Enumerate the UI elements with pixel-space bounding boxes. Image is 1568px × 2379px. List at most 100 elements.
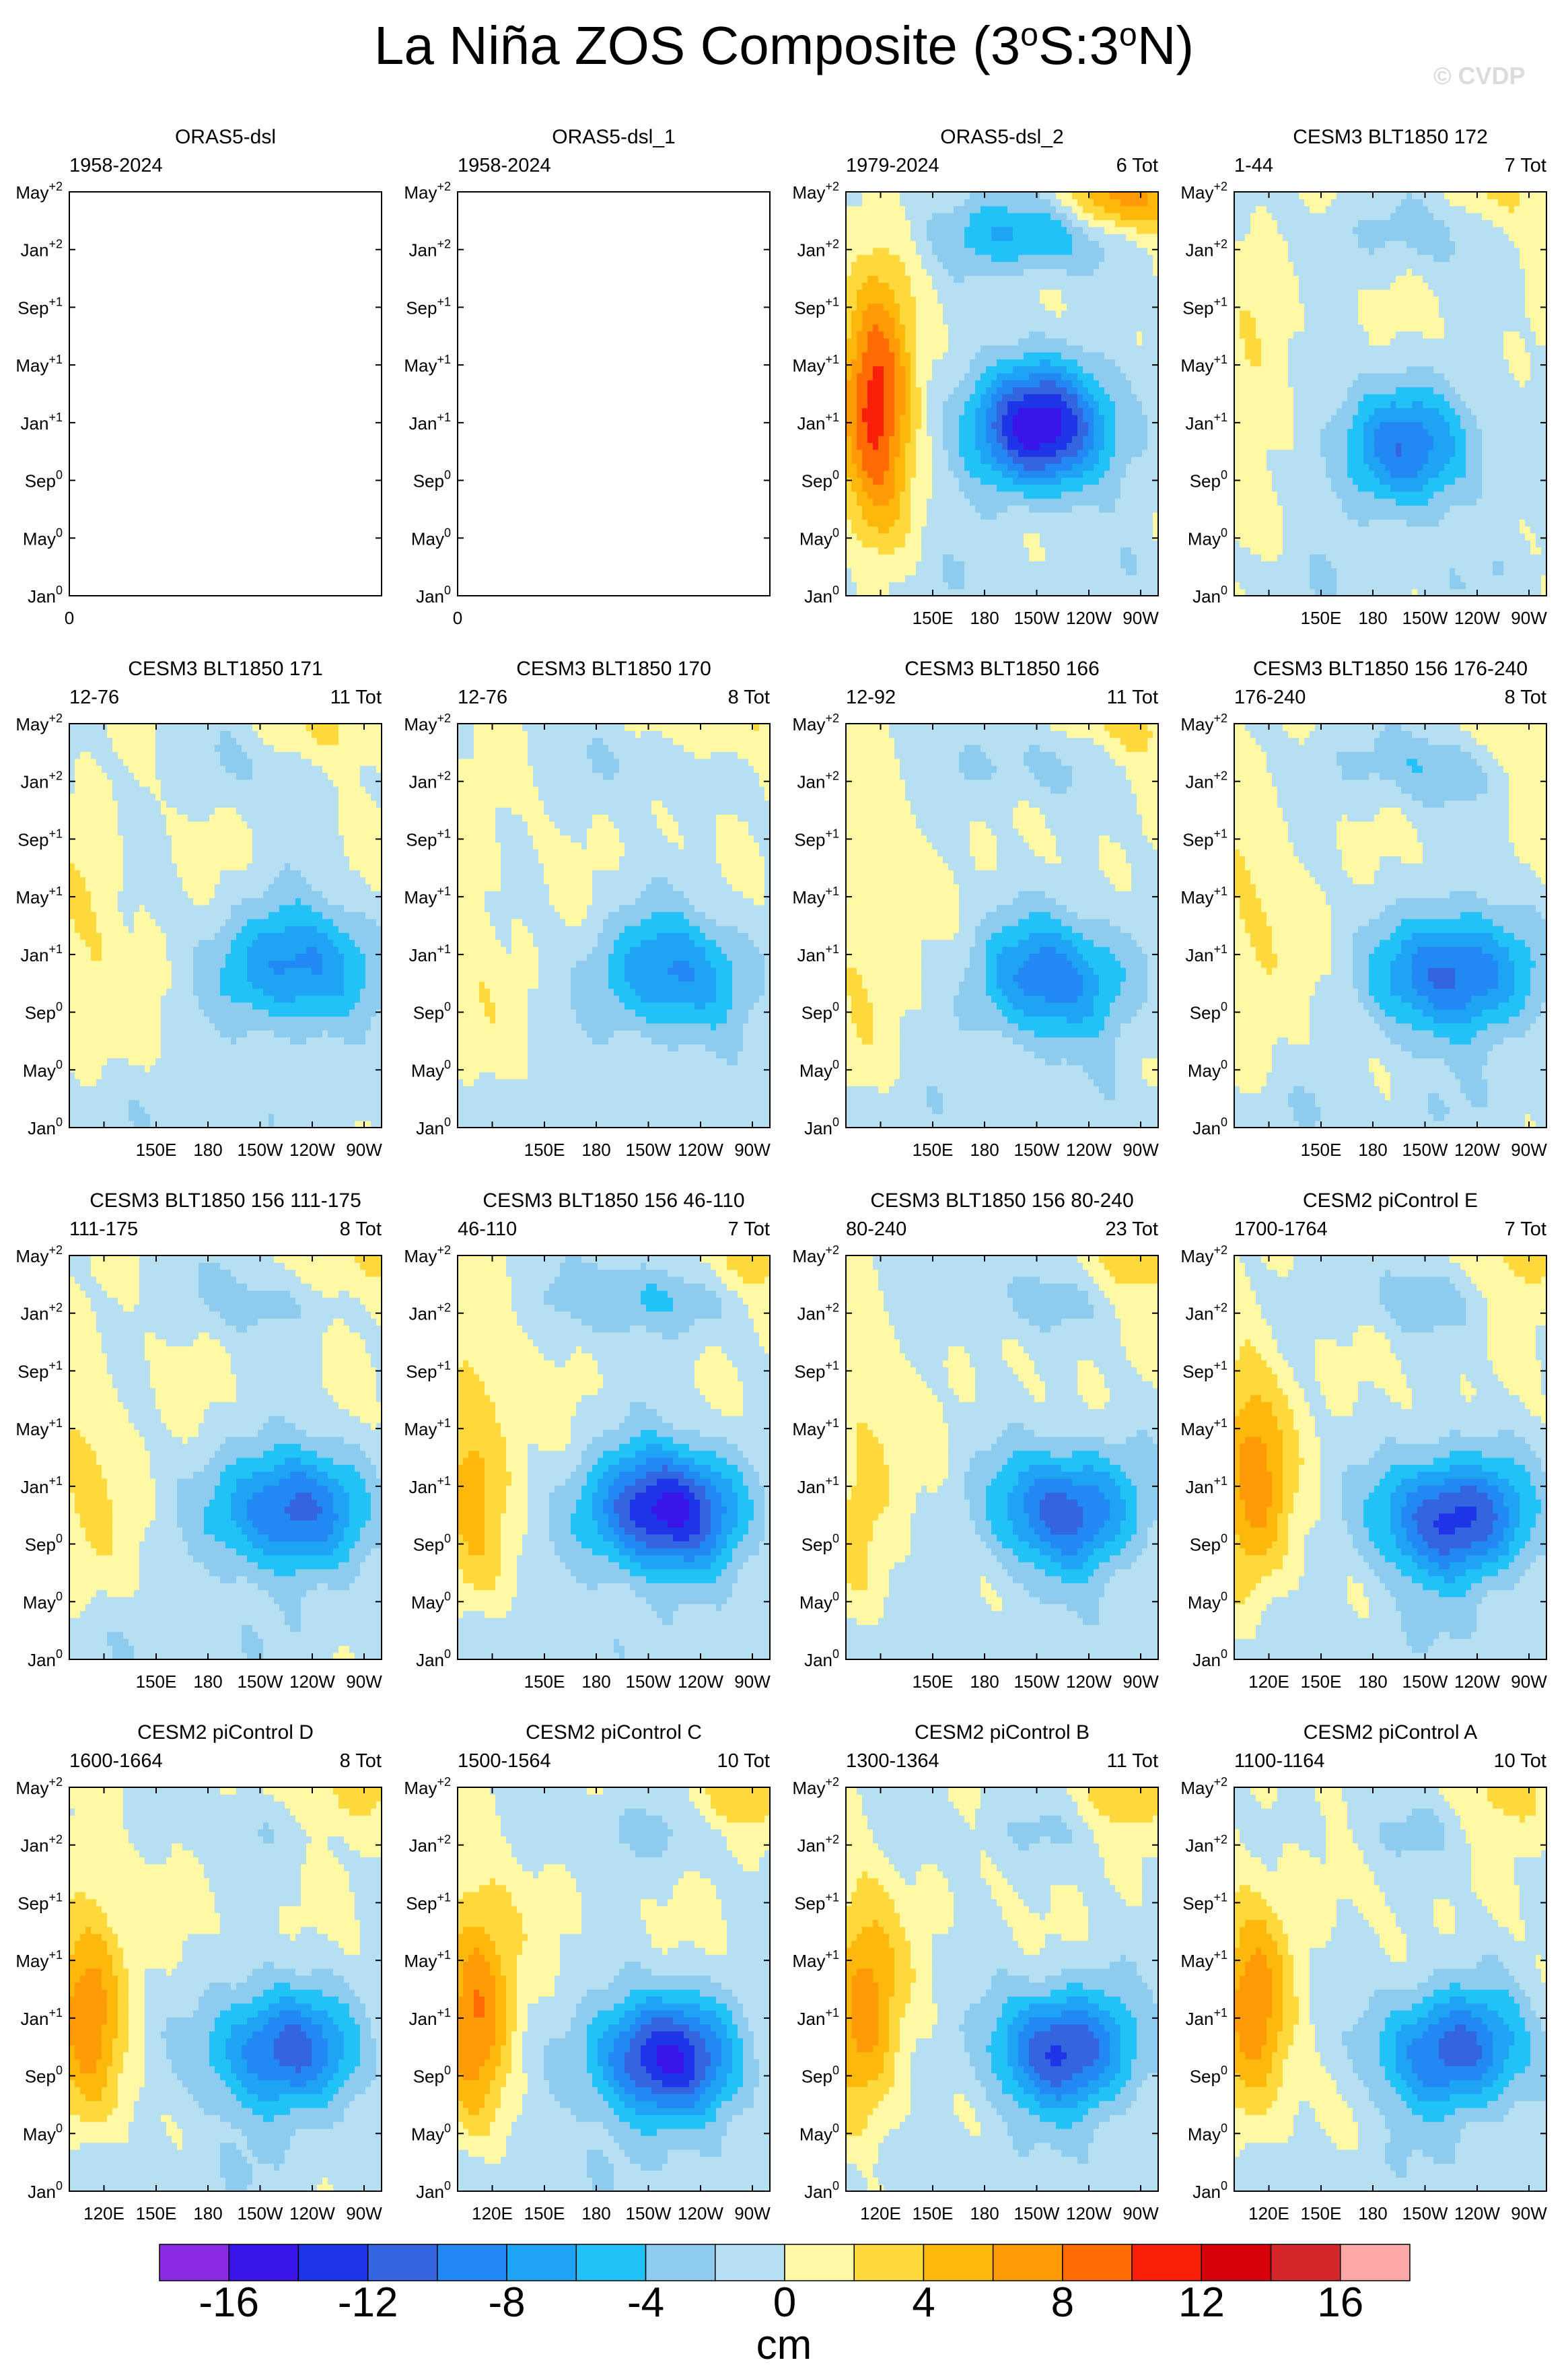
heatmap-cell [1050, 484, 1057, 491]
heatmap-cell [1056, 561, 1062, 568]
heatmap-cell [1077, 589, 1083, 596]
heatmap-cell [975, 582, 981, 589]
heatmap-cell [954, 512, 960, 520]
heatmap-cell [900, 471, 906, 478]
heatmap-cell [1094, 463, 1100, 471]
heatmap-cell [1115, 380, 1121, 387]
heatmap-cell [873, 589, 879, 596]
heatmap-cell [857, 387, 863, 394]
heatmap-cell [1034, 491, 1040, 499]
heatmap-cell [1120, 471, 1127, 478]
heatmap-cell [1072, 394, 1078, 401]
heatmap-cell [1029, 436, 1035, 443]
heatmap-cell [921, 533, 927, 541]
heatmap-cell [857, 415, 863, 422]
heatmap-cell [862, 506, 868, 513]
heatmap-cell [997, 456, 1003, 464]
heatmap-cell [1024, 589, 1030, 596]
heatmap-cell [862, 415, 868, 422]
heatmap-cell [1137, 519, 1143, 526]
heatmap-cell [975, 526, 981, 534]
heatmap-cell [986, 533, 992, 541]
heatmap-cell [851, 512, 857, 520]
heatmap-cell [1002, 519, 1008, 526]
heatmap-cell [921, 415, 927, 422]
heatmap-cell [867, 554, 874, 561]
heatmap-cell [1147, 401, 1153, 408]
heatmap-cell [1002, 540, 1008, 547]
heatmap-cell [894, 394, 900, 401]
heatmap-cell [1040, 547, 1046, 555]
heatmap-cell [884, 526, 890, 534]
heatmap-cell [1131, 519, 1137, 526]
heatmap-cell [991, 582, 997, 589]
heatmap-cell [1056, 450, 1062, 457]
heatmap-cell [991, 568, 997, 576]
heatmap-cell [884, 547, 890, 555]
heatmap-cell [1045, 589, 1051, 596]
panel-title: ORAS5-dsl_1 [552, 126, 675, 148]
heatmap-cell [905, 547, 911, 555]
heatmap-cell [981, 561, 987, 568]
heatmap-cell [1120, 575, 1127, 582]
heatmap-cell [1120, 589, 1127, 596]
heatmap-cell [1067, 463, 1073, 471]
heatmap-cell [1018, 568, 1024, 576]
heatmap-cell [1072, 512, 1078, 520]
heatmap-cell [894, 561, 900, 568]
heatmap-cell [900, 533, 906, 541]
heatmap-cell [857, 380, 863, 387]
heatmap-cell [1050, 533, 1057, 541]
heatmap-cell [1007, 582, 1013, 589]
heatmap-cell [948, 380, 954, 387]
heatmap-cell [911, 561, 917, 568]
heatmap-cell [1050, 491, 1057, 499]
heatmap-cell [916, 408, 922, 415]
y-tick-label: May0 [411, 526, 451, 549]
heatmap-cell [1002, 415, 1008, 422]
heatmap-cell [991, 540, 997, 547]
heatmap-cell [970, 568, 976, 576]
heatmap-cell [889, 498, 895, 506]
heatmap-cell [959, 561, 965, 568]
heatmap-cell [1067, 491, 1073, 499]
heatmap-cell [873, 463, 879, 471]
heatmap-cell [1077, 498, 1083, 506]
heatmap-cell [1029, 582, 1035, 589]
heatmap-cell [997, 380, 1003, 387]
heatmap-cell [997, 519, 1003, 526]
heatmap-cell [986, 380, 992, 387]
heatmap-cell [991, 547, 997, 555]
heatmap-cell [1029, 540, 1035, 547]
heatmap-cell [986, 394, 992, 401]
heatmap-cell [846, 589, 852, 596]
heatmap-cell [916, 512, 922, 520]
heatmap-cell [867, 421, 874, 429]
heatmap-cell [884, 589, 890, 596]
heatmap-cell [1050, 477, 1057, 485]
heatmap-cell [927, 491, 933, 499]
heatmap-cell [1029, 387, 1035, 394]
heatmap-cell [1045, 456, 1051, 464]
heatmap-cell [867, 387, 874, 394]
heatmap-cell [1040, 450, 1046, 457]
heatmap-cell [911, 512, 917, 520]
heatmap-cell [1099, 561, 1105, 568]
heatmap-cell [1147, 442, 1153, 450]
heatmap-cell [937, 415, 943, 422]
heatmap-cell [862, 429, 868, 436]
heatmap-cell [900, 484, 906, 491]
heatmap-cell [1077, 373, 1083, 380]
heatmap-cell [894, 463, 900, 471]
heatmap-cell [932, 421, 938, 429]
heatmap-cell [1018, 540, 1024, 547]
heatmap-cell [1147, 387, 1153, 394]
heatmap-cell [981, 582, 987, 589]
heatmap-cell [937, 436, 943, 443]
heatmap-cell [867, 575, 874, 582]
heatmap-cell [1115, 401, 1121, 408]
heatmap-cell [1072, 561, 1078, 568]
heatmap-cell [1088, 582, 1094, 589]
heatmap-cell [916, 463, 922, 471]
heatmap-cell [1029, 471, 1035, 478]
